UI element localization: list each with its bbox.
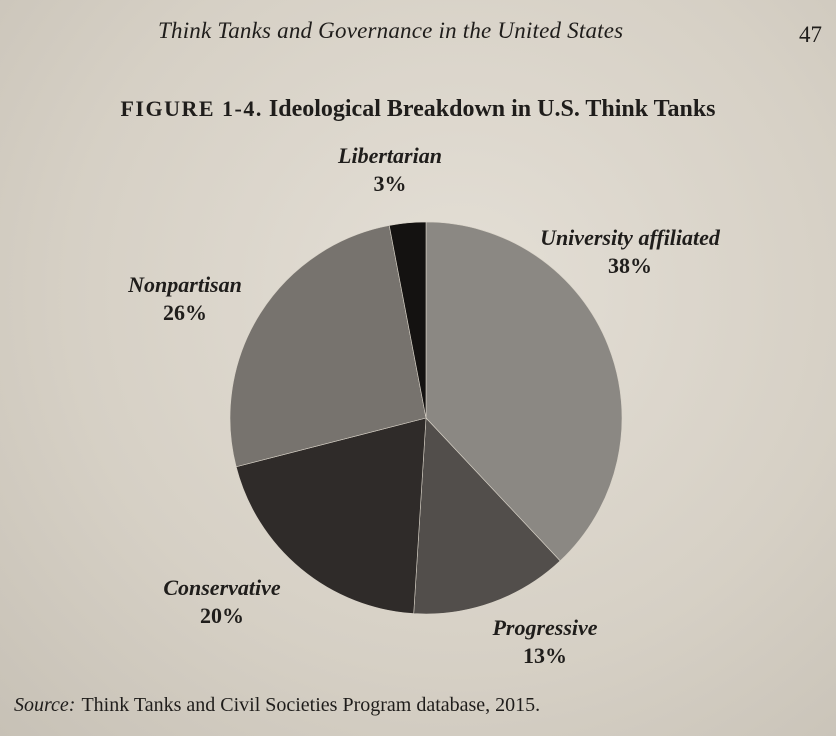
slice-label-university-affiliated: University affiliated xyxy=(540,225,721,250)
slice-value-progressive: 13% xyxy=(523,643,567,668)
pie-labels: University affiliated 38% Progressive 13% Co… xyxy=(127,143,721,668)
page-number: 47 xyxy=(799,22,822,47)
running-head: Think Tanks and Governance in the United… xyxy=(158,18,624,43)
slice-value-nonpartisan: 26% xyxy=(163,300,207,325)
slice-label-progressive: Progressive xyxy=(491,615,597,640)
source-tag: Source: xyxy=(14,694,76,716)
figure-label: FIGURE 1-4. xyxy=(120,96,263,121)
pie-slice-nonpartisan xyxy=(229,225,427,468)
slice-label-libertarian: Libertarian xyxy=(337,143,442,168)
pie-slice-university-affiliated xyxy=(425,221,623,562)
slice-label-conservative: Conservative xyxy=(163,575,281,600)
pie-slice-progressive xyxy=(413,417,561,615)
pie-slice-conservative xyxy=(235,417,427,614)
slice-value-conservative: 20% xyxy=(200,603,244,628)
slice-value-libertarian: 3% xyxy=(374,171,407,196)
pie-slice-libertarian xyxy=(388,221,427,419)
slice-label-nonpartisan: Nonpartisan xyxy=(127,272,242,297)
slice-value-university-affiliated: 38% xyxy=(608,253,652,278)
source-note: Source: Think Tanks and Civil Societies P… xyxy=(14,694,540,717)
source-text: Think Tanks and Civil Societies Program … xyxy=(81,694,541,716)
pie-slices xyxy=(229,221,623,615)
figure-title: FIGURE 1-4. Ideological Breakdown in U.S.… xyxy=(0,96,836,123)
figure-title-text: Ideological Breakdown in U.S. Think Tank… xyxy=(268,96,716,122)
